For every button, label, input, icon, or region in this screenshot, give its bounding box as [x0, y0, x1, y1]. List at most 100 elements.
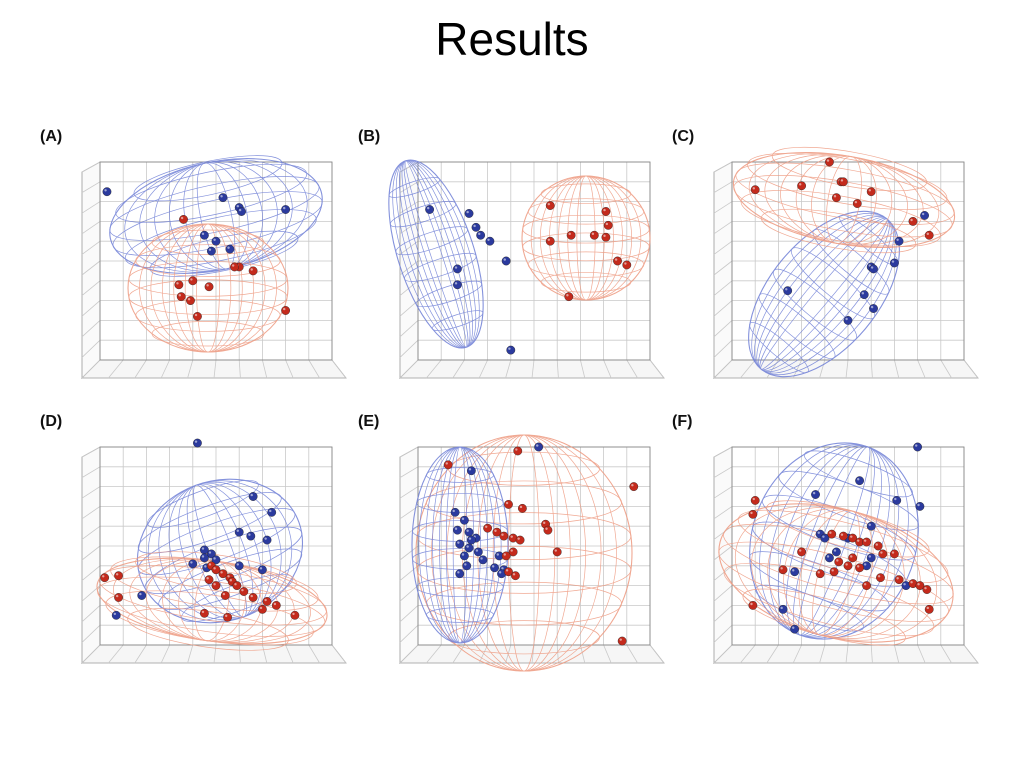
box-back-wall	[99, 446, 333, 646]
data-point-blue	[267, 507, 277, 517]
data-point-highlight	[468, 468, 472, 471]
data-point-red	[603, 220, 613, 230]
data-point-highlight	[547, 202, 551, 206]
data-point-red	[589, 230, 599, 240]
grid-line-left-wall	[713, 221, 733, 235]
data-point-blue	[460, 551, 469, 561]
data-point-highlight	[259, 567, 263, 570]
data-point-highlight	[831, 569, 834, 572]
data-point-red	[248, 266, 258, 276]
grid-line-floor	[213, 359, 217, 379]
mesh-parallel	[105, 590, 314, 646]
chart-panel-a: (A)	[40, 128, 360, 400]
data-point-highlight	[545, 527, 548, 530]
data-point-highlight	[208, 563, 212, 566]
mesh-meridian	[124, 159, 308, 273]
grid-line-floor	[917, 359, 926, 379]
data-point-red	[564, 292, 574, 302]
data-point-highlight	[139, 592, 142, 596]
data-point-highlight	[176, 282, 179, 285]
grid-line-floor	[531, 359, 535, 379]
slide-title: Results	[435, 13, 589, 65]
mesh-ellipsoid-0	[388, 159, 484, 349]
data-point-blue	[455, 539, 465, 549]
mesh-parallel	[389, 200, 457, 228]
mesh-parallel	[773, 268, 857, 341]
data-point-red	[862, 581, 871, 591]
chart-panel-f: (F)	[672, 413, 992, 685]
data-point-highlight	[227, 246, 230, 249]
grid-line-left-wall	[399, 260, 419, 276]
data-point-highlight	[515, 448, 518, 451]
data-point-blue	[478, 555, 488, 565]
grid-line-left-wall	[713, 605, 733, 623]
data-point-highlight	[566, 294, 569, 297]
data-point-highlight	[877, 575, 881, 578]
grid-line-floor	[626, 359, 638, 379]
data-point-red	[281, 306, 291, 315]
data-point-highlight	[473, 224, 476, 228]
data-point-highlight	[868, 523, 871, 526]
data-point-highlight	[115, 573, 119, 576]
data-point-blue	[102, 187, 112, 197]
scatter-plot-b	[388, 159, 665, 379]
data-point-highlight	[917, 583, 920, 586]
data-point-highlight	[780, 567, 783, 570]
box-back-wall	[417, 161, 651, 361]
grid-line-floor	[452, 644, 465, 664]
mesh-parallel	[395, 226, 468, 256]
data-point-highlight	[857, 539, 860, 542]
grid-line-left-wall	[399, 565, 419, 581]
mesh-parallel	[747, 152, 948, 210]
mesh-parallel	[416, 493, 504, 513]
grid-line-floor	[649, 644, 665, 664]
data-point-blue	[915, 502, 925, 511]
mesh-parallel	[112, 191, 323, 256]
data-point-highlight	[910, 581, 913, 584]
grid-line-left-wall	[399, 446, 419, 458]
data-point-red	[511, 571, 520, 581]
data-point-red	[831, 193, 841, 203]
mesh-ellipsoid-0	[415, 434, 633, 672]
mesh-parallel	[740, 190, 941, 248]
grid-line-floor	[238, 644, 241, 664]
data-point-highlight	[547, 238, 551, 241]
data-point-blue	[199, 553, 209, 563]
mesh-outline	[749, 442, 919, 640]
grid-line-floor	[399, 359, 419, 379]
grid-line-floor	[160, 359, 170, 379]
grid-line-left-wall	[713, 466, 733, 478]
data-point-blue	[466, 535, 476, 545]
mesh-parallel	[128, 261, 288, 297]
mesh-parallel	[766, 500, 930, 558]
data-point-blue	[471, 222, 481, 232]
data-point-highlight	[498, 571, 502, 574]
mesh-meridian	[768, 444, 900, 638]
grid-line-floor	[713, 359, 733, 379]
data-point-highlight	[926, 232, 929, 236]
data-point-highlight	[880, 551, 883, 554]
grid-line-floor	[478, 644, 488, 664]
data-point-red	[815, 569, 825, 579]
data-point-blue	[248, 492, 258, 501]
data-point-highlight	[201, 555, 205, 558]
mesh-parallel	[431, 310, 484, 331]
grid-line-left-wall	[81, 466, 101, 478]
grid-line-left-wall	[713, 585, 733, 602]
data-point-red	[838, 531, 848, 541]
grid-line-floor	[845, 359, 849, 379]
data-point-highlight	[543, 521, 546, 525]
grid-line-left-wall	[399, 339, 419, 358]
grid-line-left-wall	[81, 201, 101, 214]
mesh-parallel	[404, 252, 477, 282]
grid-line-floor	[894, 359, 900, 379]
data-point-blue	[137, 591, 147, 600]
grid-line-left-wall	[81, 486, 101, 499]
data-point-highlight	[194, 313, 198, 317]
grid-line-floor	[426, 359, 442, 379]
grid-line-floor	[556, 359, 559, 379]
box-left-wall	[81, 446, 101, 664]
data-point-highlight	[222, 592, 226, 596]
data-point-highlight	[187, 298, 191, 301]
data-point-blue	[211, 236, 221, 246]
